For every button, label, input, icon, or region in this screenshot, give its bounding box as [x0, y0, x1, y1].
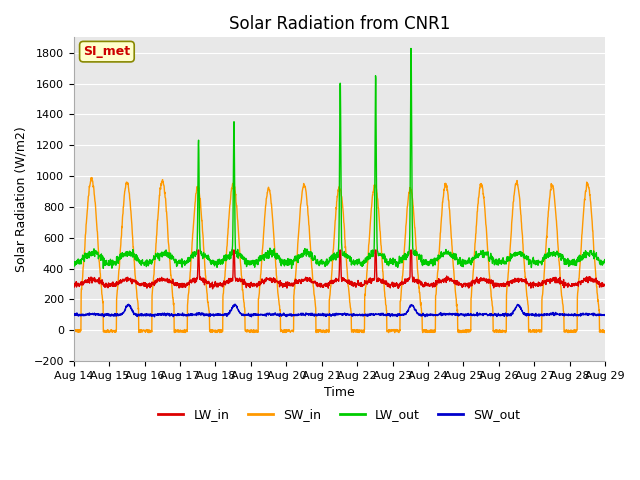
LW_in [602, 281, 609, 287]
SW_out [150, 314, 158, 320]
LW_out [218, 261, 226, 267]
SW_in [355, 327, 363, 333]
LW_in [194, 247, 202, 253]
LW_out [602, 258, 609, 264]
SW_out [70, 312, 77, 318]
SW_out [218, 312, 226, 318]
SW_in [494, 328, 502, 334]
SW_in [501, 330, 509, 336]
SW_out [367, 312, 374, 317]
Title: Solar Radiation from CNR1: Solar Radiation from CNR1 [228, 15, 450, 33]
LW_out [288, 265, 296, 271]
LW_out [70, 259, 77, 264]
SW_in [367, 219, 374, 225]
LW_in [494, 282, 502, 288]
SW_in [602, 330, 609, 336]
SW_out [231, 301, 239, 307]
LW_in [355, 280, 363, 286]
SW_out [494, 312, 502, 318]
LW_out [494, 259, 502, 265]
Y-axis label: Solar Radiation (W/m2): Solar Radiation (W/m2) [15, 126, 28, 272]
SW_in [570, 327, 577, 333]
LW_in [570, 282, 577, 288]
Text: SI_met: SI_met [83, 45, 131, 58]
LW_out [367, 252, 374, 257]
Line: SW_in: SW_in [74, 178, 605, 333]
Line: LW_out: LW_out [74, 48, 605, 268]
Legend: LW_in, SW_in, LW_out, SW_out: LW_in, SW_in, LW_out, SW_out [154, 403, 525, 426]
Line: LW_in: LW_in [74, 250, 605, 289]
SW_in [218, 327, 226, 333]
LW_in [219, 282, 227, 288]
LW_in [70, 281, 77, 287]
SW_out [602, 312, 609, 318]
LW_out [355, 260, 363, 266]
LW_out [570, 258, 577, 264]
SW_in [555, 251, 563, 256]
LW_in [209, 286, 216, 292]
SW_out [555, 312, 563, 317]
SW_out [355, 312, 363, 318]
SW_in [88, 175, 95, 180]
LW_in [367, 278, 374, 284]
LW_in [555, 280, 563, 286]
SW_out [570, 312, 577, 318]
SW_in [70, 327, 77, 333]
X-axis label: Time: Time [324, 386, 355, 399]
LW_out [555, 254, 563, 260]
Line: SW_out: SW_out [74, 304, 605, 317]
LW_out [407, 46, 415, 51]
